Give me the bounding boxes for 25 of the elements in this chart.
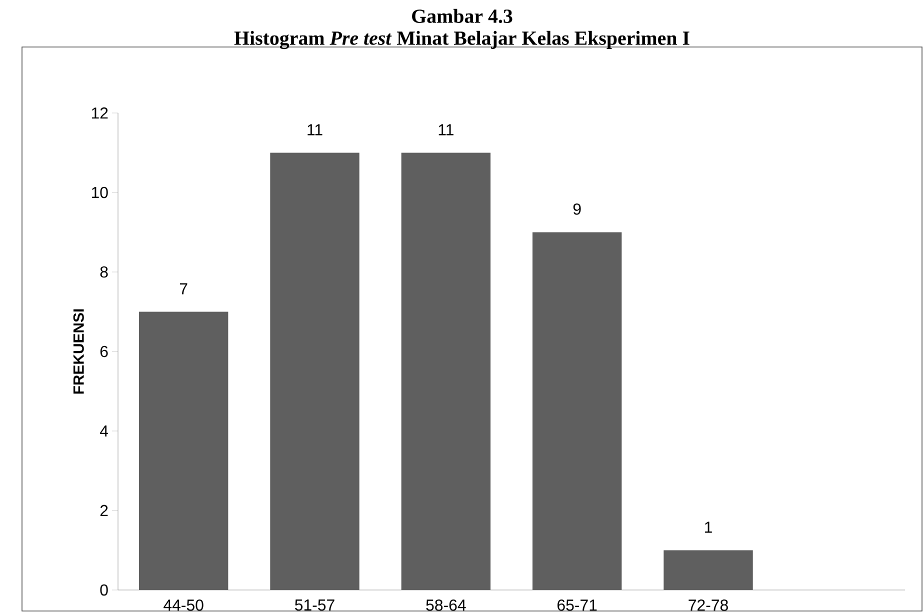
data-label: 1 <box>705 522 712 533</box>
data-label: 11 <box>438 124 454 136</box>
x-tick-label: 44-50 <box>164 599 204 611</box>
x-tick-label: 51-57 <box>295 599 334 611</box>
y-tick-label: 4 <box>100 425 108 436</box>
x-tick-label: 65-71 <box>558 599 597 611</box>
y-axis-title: FREKUENSI <box>73 309 84 394</box>
data-label: 7 <box>180 283 188 294</box>
x-tick-label: 72-78 <box>688 599 728 611</box>
y-tick-label: 10 <box>92 186 108 198</box>
data-label: 11 <box>308 124 322 136</box>
y-tick-label: 8 <box>100 266 108 278</box>
y-tick-label: 12 <box>92 107 108 118</box>
y-tick-label: 0 <box>100 584 108 596</box>
bar <box>138 312 228 590</box>
bar <box>401 152 491 590</box>
chart-title: Gambar 4.3 <box>412 8 512 23</box>
y-tick-label: 6 <box>100 346 108 358</box>
bar <box>664 550 753 590</box>
bar <box>270 152 360 590</box>
bar <box>532 232 622 590</box>
x-tick-label: 58-64 <box>426 599 466 611</box>
data-label: 9 <box>573 203 581 215</box>
y-tick-label: 2 <box>100 504 108 516</box>
chart-subtitle: Histogram Pre test Minat Belajar Kelas Eksperimen I <box>234 30 690 50</box>
